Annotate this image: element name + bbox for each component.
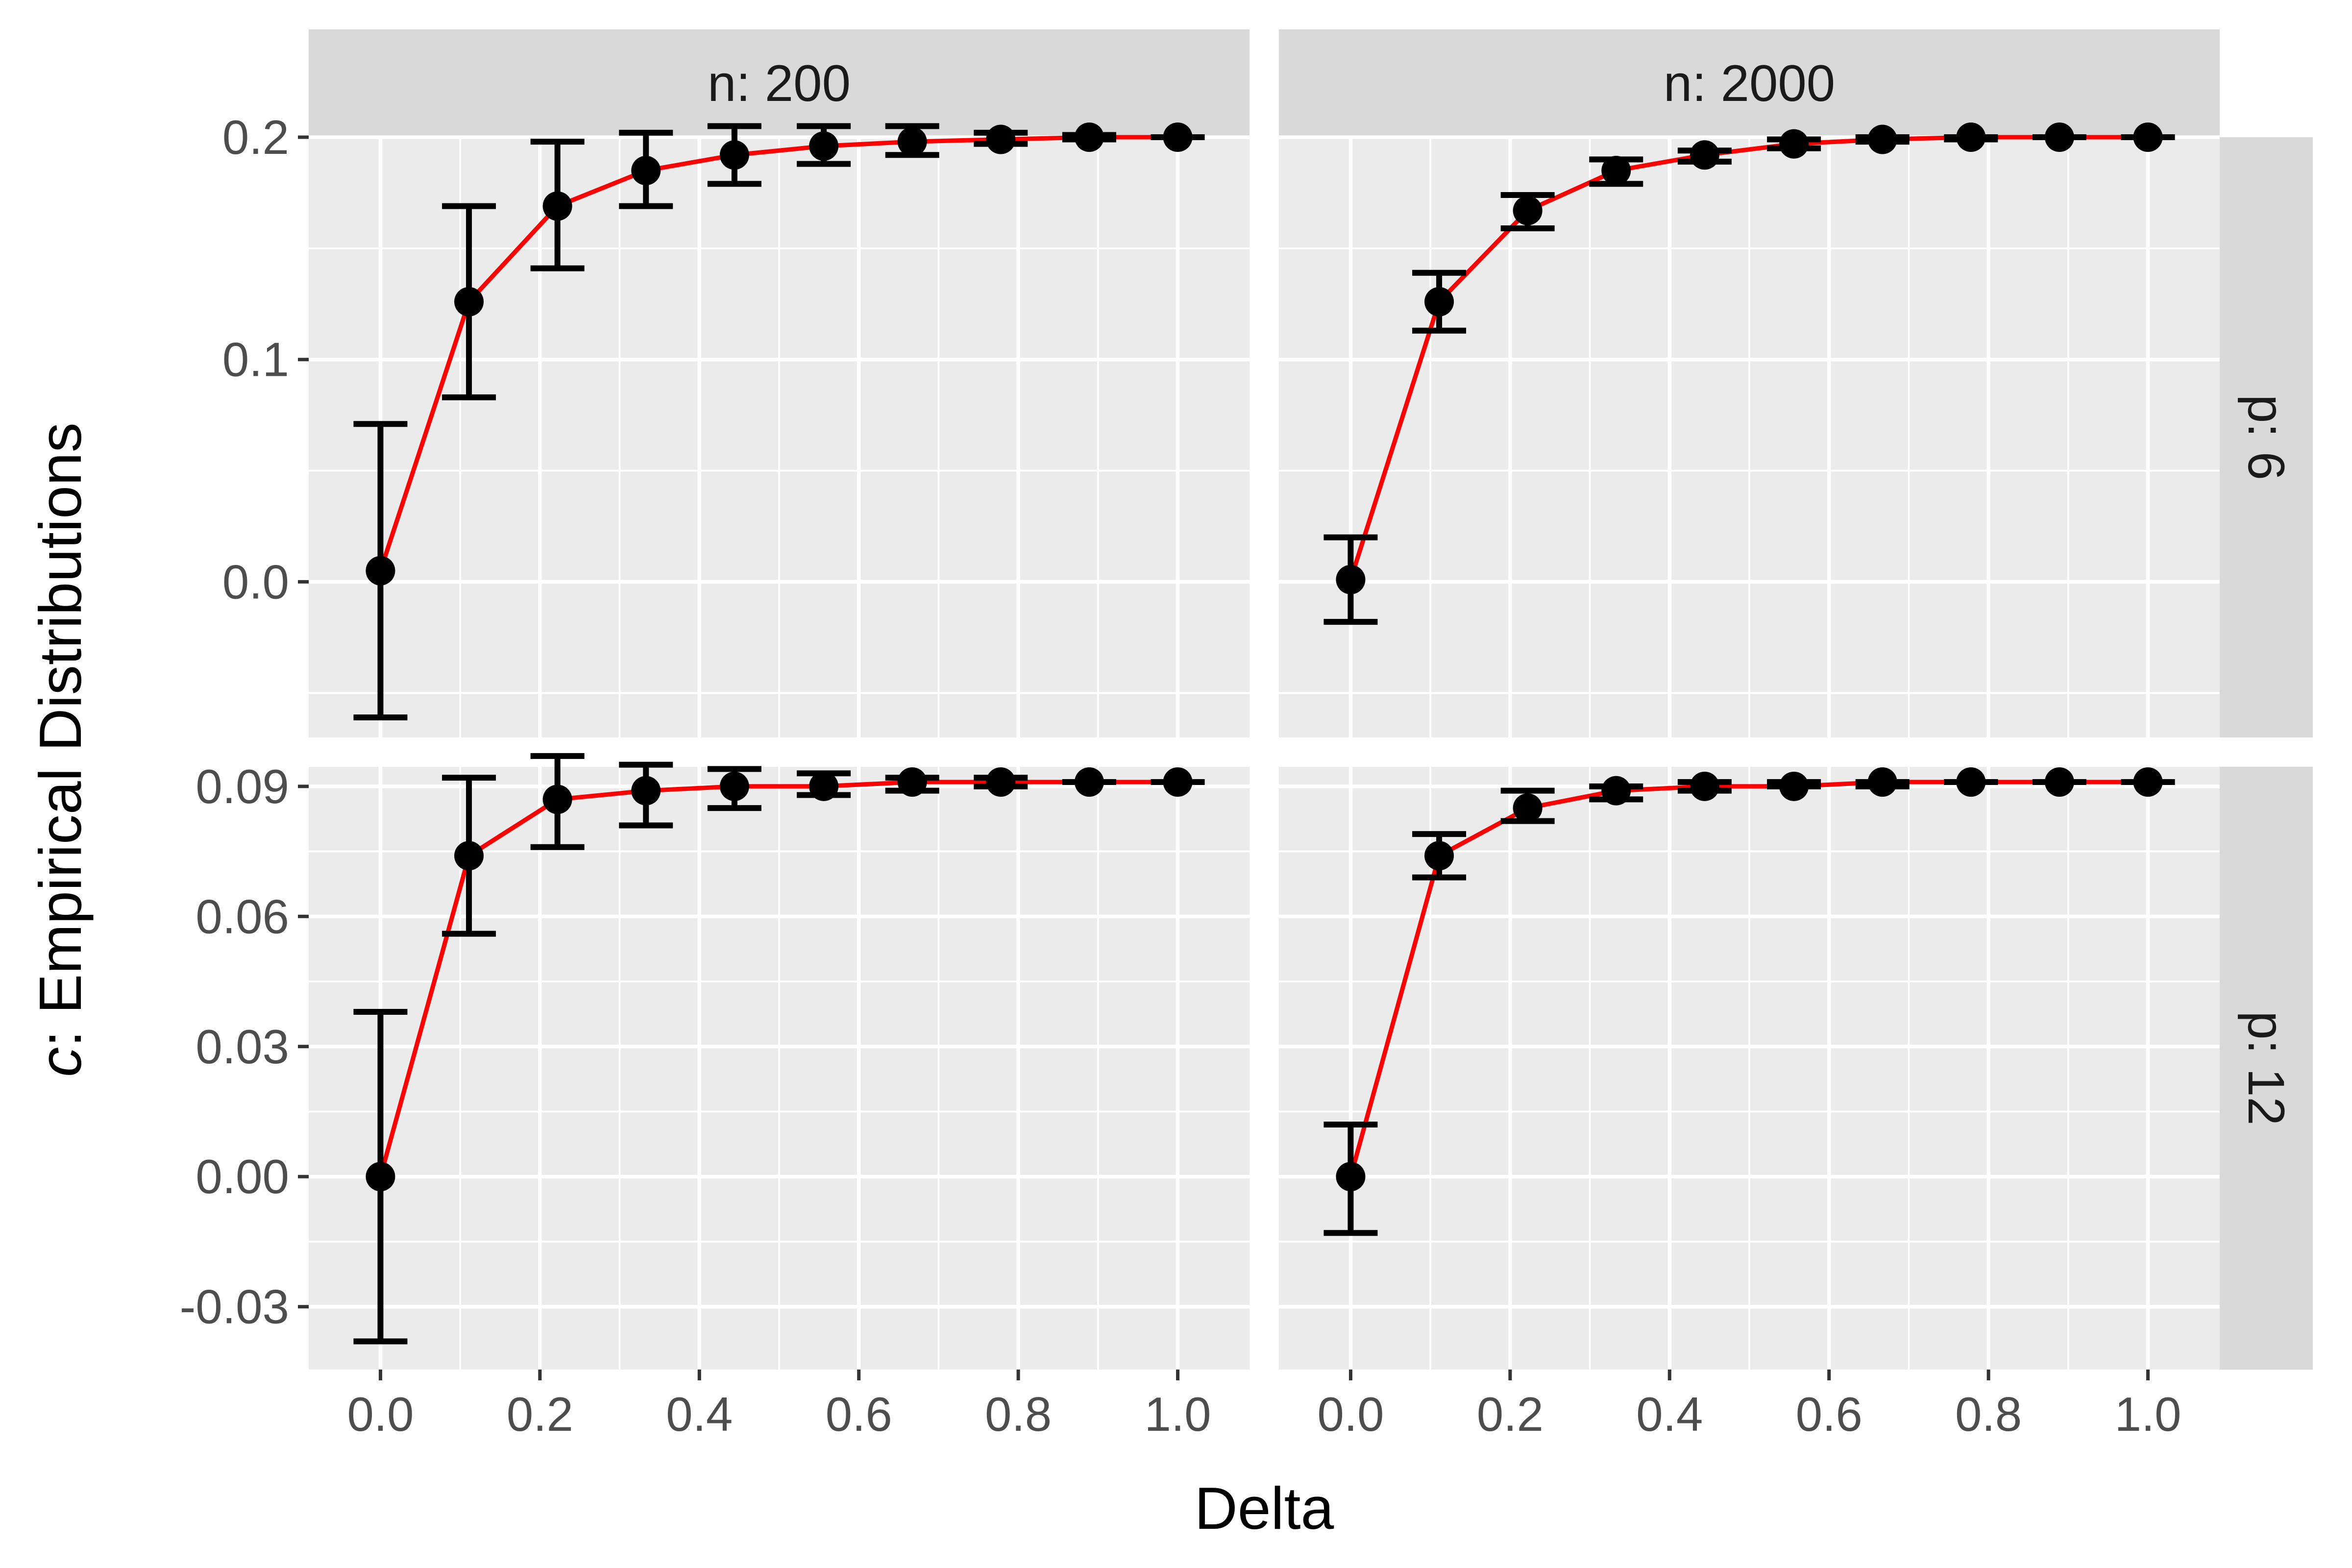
data-point xyxy=(1779,771,1809,801)
y-tick-label: 0.1 xyxy=(222,333,289,387)
y-tick-label: 0.00 xyxy=(196,1150,289,1203)
x-tick-label: 0.0 xyxy=(1317,1387,1384,1441)
data-point xyxy=(1163,122,1193,152)
fit-line xyxy=(1348,135,2151,582)
data-point xyxy=(1074,767,1104,797)
data-point xyxy=(1163,767,1193,797)
data-point xyxy=(1779,129,1809,159)
y-axis-title: c: Empirical Distributions xyxy=(27,422,94,1077)
data-point xyxy=(897,127,927,157)
y-axis-title-rest: : Empirical Distributions xyxy=(27,422,94,1047)
fit-line xyxy=(378,780,1180,1179)
facet-strips: n: 200 n: 2000 p: 6 p: 12 xyxy=(309,29,2313,1370)
data-point xyxy=(542,191,572,221)
data-point xyxy=(631,156,661,186)
strip-right-label-0: p: 6 xyxy=(2237,394,2295,480)
strip-top-label-1: n: 2000 xyxy=(1664,55,1835,112)
data-point xyxy=(986,767,1016,797)
facet-panels xyxy=(309,122,2220,1370)
strip-top-0-bg xyxy=(309,29,1250,137)
fit-line xyxy=(378,135,1180,573)
data-point xyxy=(454,841,484,871)
data-point xyxy=(1336,1162,1366,1192)
data-point xyxy=(1601,776,1631,806)
data-point xyxy=(542,784,572,814)
data-point xyxy=(1601,156,1631,186)
x-tick-label: 0.2 xyxy=(1477,1387,1544,1441)
data-point xyxy=(1690,771,1719,801)
strip-top-label-0: n: 200 xyxy=(708,55,851,112)
y-tick-label: 0.06 xyxy=(196,889,289,943)
data-point xyxy=(2044,767,2074,797)
panel-r1-c1 xyxy=(1279,767,2220,1370)
x-tick-label: 0.0 xyxy=(347,1387,414,1441)
data-point xyxy=(1074,122,1104,152)
x-tick-label: 0.6 xyxy=(1796,1387,1862,1441)
data-point xyxy=(719,771,749,801)
data-point xyxy=(1867,767,1897,797)
data-point xyxy=(1956,122,1986,152)
y-tick-label: 0.0 xyxy=(222,555,289,609)
x-axis-title: Delta xyxy=(1195,1475,1334,1542)
x-tick-label: 0.4 xyxy=(666,1387,733,1441)
panel-r0-c0 xyxy=(309,122,1250,737)
data-point xyxy=(1513,196,1543,225)
strip-right-1-bg xyxy=(2220,767,2313,1370)
data-point xyxy=(1867,124,1897,154)
y-axis-title-italic: c xyxy=(27,1047,94,1077)
panel-r0-c1 xyxy=(1279,122,2220,737)
data-point xyxy=(986,124,1016,154)
data-point xyxy=(2133,122,2163,152)
data-point xyxy=(719,140,749,170)
y-tick-label: -0.03 xyxy=(180,1280,289,1334)
data-point xyxy=(1690,140,1719,170)
data-point xyxy=(454,287,484,317)
x-tick-label: 0.4 xyxy=(1636,1387,1703,1441)
x-tick-label: 0.6 xyxy=(826,1387,892,1441)
axes: 0.0 0.1 0.2 -0.03 0.00 0.03 0.06 0.09 0.0 0.2 0.4 0… xyxy=(180,110,2181,1441)
x-tick-label: 0.8 xyxy=(985,1387,1052,1441)
y-tick-label: 0.09 xyxy=(196,760,289,813)
data-point xyxy=(1956,767,1986,797)
data-point xyxy=(1513,793,1543,823)
strip-right-label-1: p: 12 xyxy=(2237,1011,2295,1126)
strip-top-1-bg xyxy=(1279,29,2220,137)
x-tick-label: 0.8 xyxy=(1955,1387,2022,1441)
strip-right-0-bg xyxy=(2220,137,2313,737)
data-point xyxy=(809,131,839,161)
data-point xyxy=(2133,767,2163,797)
x-tick-label: 1.0 xyxy=(2114,1387,2181,1441)
panel-r1-c0 xyxy=(309,753,1250,1370)
fit-line xyxy=(1348,780,2151,1179)
data-point xyxy=(1424,841,1454,871)
y-tick-label: 0.03 xyxy=(196,1020,289,1074)
y-tick-label: 0.2 xyxy=(222,110,289,164)
data-point xyxy=(366,556,395,586)
data-point xyxy=(631,776,661,806)
data-point xyxy=(366,1162,395,1192)
data-point xyxy=(2044,122,2074,152)
data-point xyxy=(1336,564,1366,594)
x-tick-label: 1.0 xyxy=(1144,1387,1211,1441)
x-tick-label: 0.2 xyxy=(507,1387,573,1441)
data-point xyxy=(809,771,839,801)
data-point xyxy=(1424,287,1454,317)
data-point xyxy=(897,767,927,797)
